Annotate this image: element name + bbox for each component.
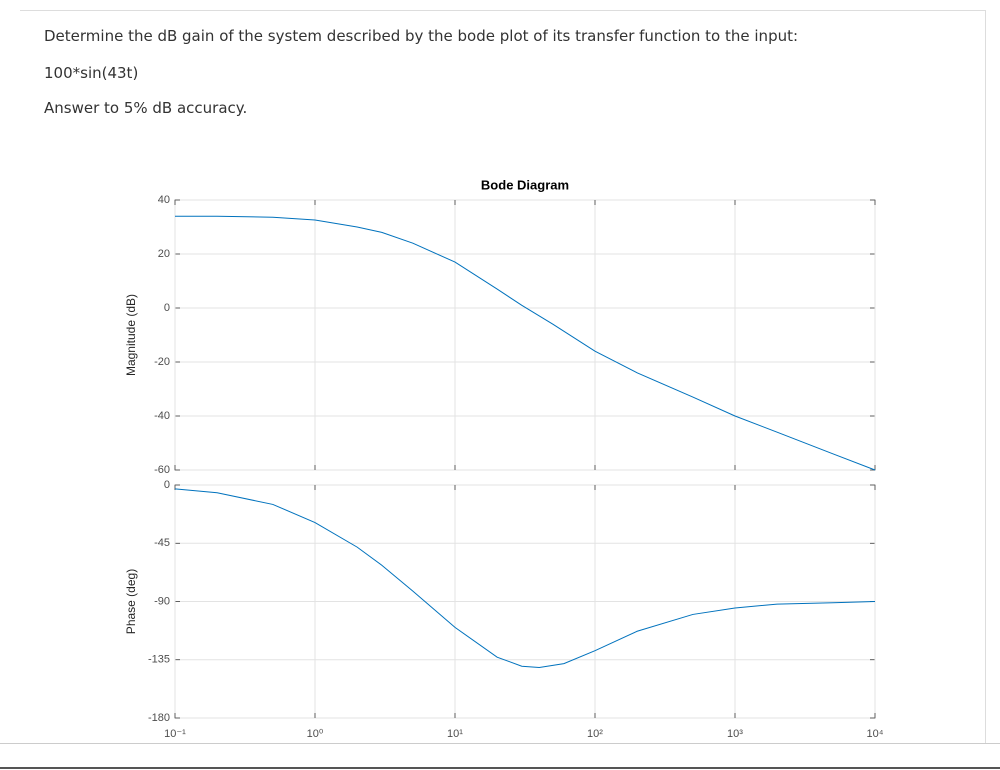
x-tick-label: 10⁻¹ — [164, 728, 186, 740]
y-tick-label: 0 — [164, 302, 170, 314]
y-axis-label: Phase (deg) — [124, 569, 138, 634]
chart-title: Bode Diagram — [481, 177, 569, 192]
y-tick-label: -180 — [148, 712, 170, 724]
question-instruction: Answer to 5% dB accuracy. — [44, 99, 248, 117]
y-tick-label: -20 — [154, 356, 170, 368]
y-tick-label: -40 — [154, 410, 170, 422]
y-tick-label: 0 — [164, 479, 170, 491]
y-tick-label: -45 — [154, 537, 170, 549]
data-line — [175, 215, 876, 471]
question-input: 100*sin(43t) — [44, 64, 139, 82]
x-tick-label: 10² — [587, 728, 603, 740]
divider — [0, 767, 1000, 769]
x-tick-label: 10¹ — [447, 728, 463, 740]
y-tick-label: -60 — [154, 464, 170, 476]
divider — [0, 743, 1000, 744]
data-line — [174, 488, 876, 669]
y-tick-label: 20 — [158, 248, 170, 260]
y-axis-label: Magnitude (dB) — [124, 294, 138, 376]
x-tick-label: 10⁰ — [307, 728, 324, 740]
x-tick-label: 10⁴ — [867, 728, 884, 740]
y-tick-label: -135 — [148, 654, 170, 666]
x-tick-label: 10³ — [727, 728, 743, 740]
y-tick-label: -90 — [154, 595, 170, 607]
question-prompt: Determine the dB gain of the system desc… — [44, 27, 799, 45]
y-tick-label: 40 — [158, 194, 170, 206]
question-frame — [20, 10, 986, 744]
